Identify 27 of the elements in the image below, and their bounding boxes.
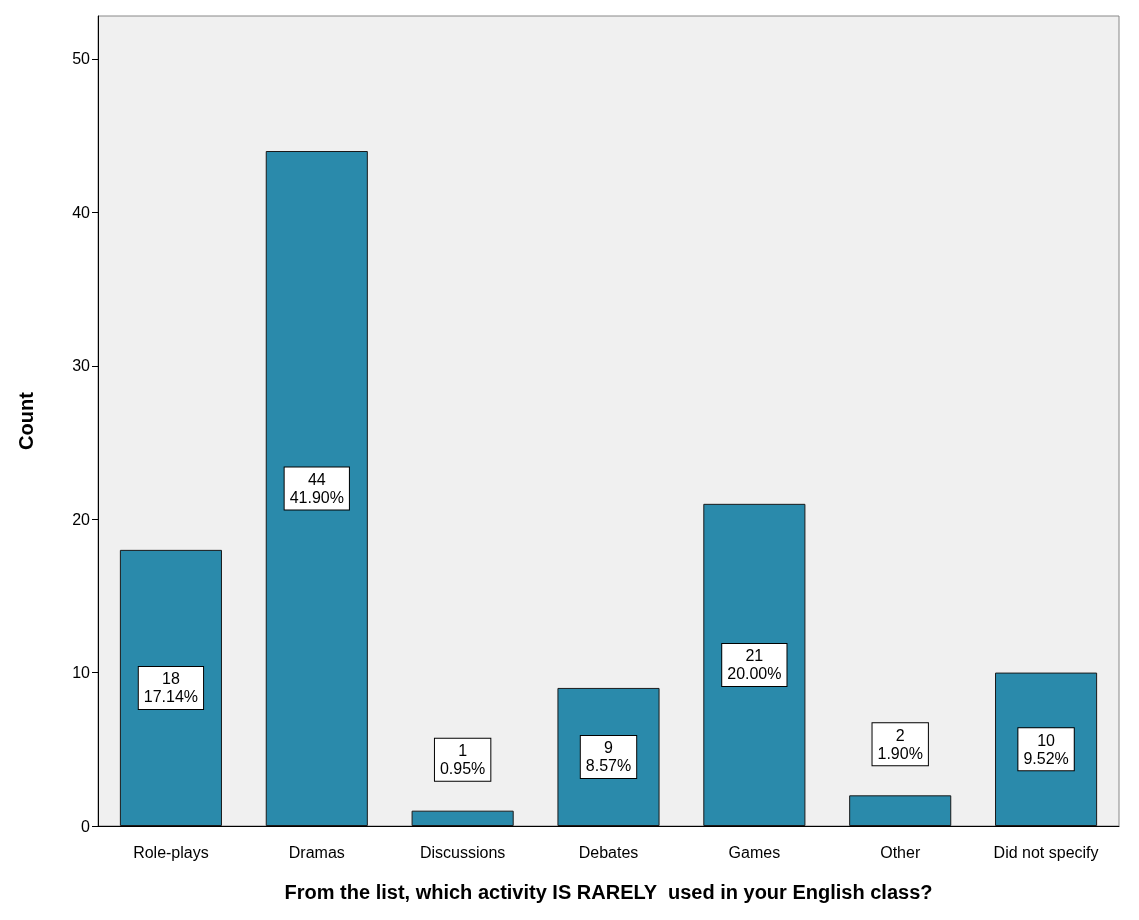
bar bbox=[119, 549, 222, 826]
x-tick-label: Dramas bbox=[288, 843, 345, 861]
x-tick-label: Debates bbox=[578, 843, 639, 861]
y-tick-label: 10 bbox=[72, 664, 91, 682]
x-tick-label: Games bbox=[728, 843, 781, 861]
data-label: 1 0.95% bbox=[439, 742, 486, 778]
x-axis-title: From the list, which activity IS RARELY used in your English class? bbox=[284, 881, 933, 903]
bar bbox=[411, 810, 514, 826]
data-label: 2 1.90% bbox=[877, 726, 923, 762]
y-tick-label: 20 bbox=[72, 510, 91, 528]
bar bbox=[849, 795, 952, 826]
data-label: 9 8.57% bbox=[585, 739, 632, 775]
x-tick-label: Discussions bbox=[419, 843, 506, 861]
x-tick-label: Other bbox=[880, 843, 921, 861]
data-label: 10 9.52% bbox=[1023, 731, 1069, 767]
y-tick-label: 0 bbox=[81, 817, 91, 835]
bar bbox=[265, 151, 368, 826]
y-tick-label: 40 bbox=[72, 203, 91, 221]
data-label: 18 17.14% bbox=[143, 670, 199, 706]
y-tick-label: 50 bbox=[72, 50, 91, 68]
x-tick-label: Role-plays bbox=[133, 843, 209, 861]
x-tick-label: Did not specify bbox=[993, 843, 1099, 861]
y-tick-label: 30 bbox=[72, 357, 91, 375]
bar bbox=[703, 503, 806, 826]
y-axis-title: Count bbox=[15, 391, 37, 450]
data-label: 44 41.90% bbox=[289, 471, 344, 506]
data-label: 21 20.00% bbox=[727, 647, 782, 683]
